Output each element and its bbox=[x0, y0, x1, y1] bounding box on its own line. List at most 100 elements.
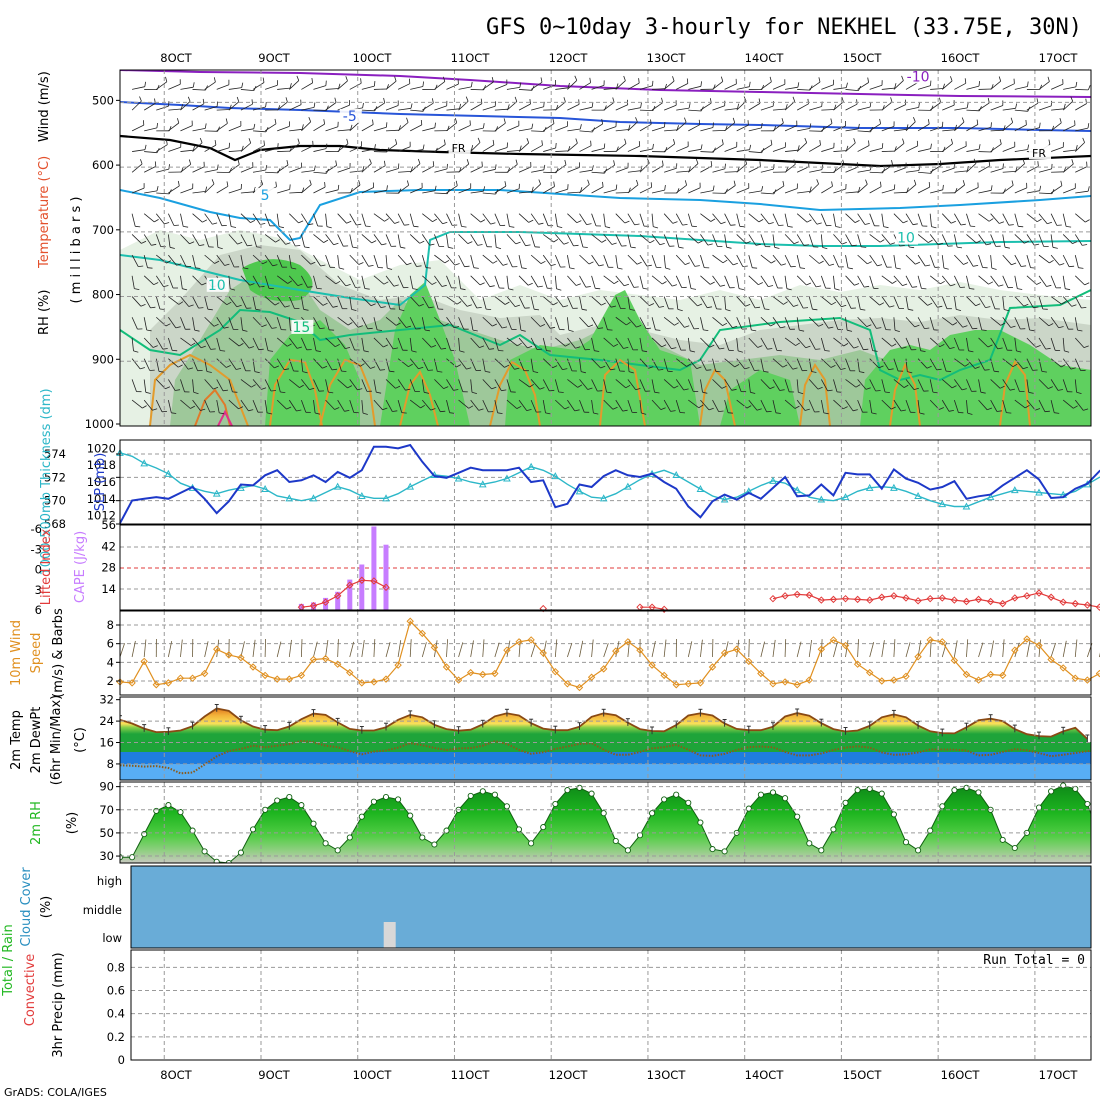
y-tick-label: 50 bbox=[99, 826, 114, 840]
wind-barb bbox=[216, 213, 223, 226]
wind-barb bbox=[1050, 275, 1057, 289]
wind-barb bbox=[385, 296, 391, 309]
wind-barb bbox=[724, 171, 738, 173]
wind-barb bbox=[180, 317, 186, 330]
wind-barb-10m bbox=[567, 642, 573, 658]
wind-barb bbox=[168, 254, 177, 266]
rh-marker bbox=[769, 789, 777, 796]
thickness-marker bbox=[624, 482, 632, 490]
bottom-x-tick: 8OCT bbox=[160, 1068, 192, 1082]
wind10m-axis-label: 10m Wind bbox=[9, 620, 24, 686]
wind-barb bbox=[325, 254, 331, 268]
wind-barb bbox=[397, 379, 406, 391]
wind-barb bbox=[421, 358, 429, 371]
wind-barb bbox=[627, 234, 632, 248]
wind-barb bbox=[518, 142, 529, 152]
lifted-index-markers bbox=[297, 576, 1100, 613]
wind-speed-marker bbox=[853, 660, 862, 668]
wind-barb bbox=[627, 316, 637, 328]
wind-speed-marker bbox=[515, 638, 523, 646]
wind-barb bbox=[567, 379, 578, 388]
rh-marker bbox=[443, 827, 450, 834]
wind-barb bbox=[422, 127, 435, 132]
bottom-x-tick: 9OCT bbox=[258, 1068, 290, 1082]
wind-speed-marker bbox=[708, 663, 717, 671]
wind-barb bbox=[905, 316, 915, 328]
wind-barb bbox=[700, 275, 711, 285]
wind-barb bbox=[845, 317, 848, 331]
wind-barb bbox=[796, 317, 800, 331]
wind-barb bbox=[639, 123, 652, 132]
wind-barb bbox=[252, 169, 266, 173]
temp-axis-unit: (°C) bbox=[73, 727, 88, 753]
rh-marker bbox=[479, 788, 486, 795]
wind-barb bbox=[494, 213, 501, 226]
wind-barb bbox=[1026, 213, 1038, 223]
rh-marker bbox=[685, 799, 692, 806]
rh-marker bbox=[830, 826, 837, 833]
wind-barb bbox=[301, 170, 315, 173]
wind-barb bbox=[337, 379, 348, 389]
wind-barb bbox=[953, 337, 960, 351]
wind-barb bbox=[349, 379, 358, 391]
wind-barb bbox=[1026, 255, 1031, 268]
wind-barb bbox=[446, 213, 453, 226]
precip-total-label: Total / Rain bbox=[1, 924, 16, 997]
wind-barb bbox=[833, 254, 840, 268]
wind-barb bbox=[639, 254, 648, 267]
wind-barb bbox=[313, 337, 317, 351]
wind-speed-marker bbox=[200, 669, 209, 678]
y-tick-label: 1016 bbox=[87, 475, 116, 489]
wind-barb bbox=[627, 170, 641, 173]
wind-barb-10m bbox=[905, 642, 911, 658]
wind-barb bbox=[639, 213, 645, 227]
wind-barb bbox=[1038, 337, 1047, 350]
wind-barb bbox=[676, 170, 690, 173]
wind-barb bbox=[591, 148, 605, 152]
cloud-level-labels: high middle low bbox=[83, 874, 122, 945]
wind-barb bbox=[1002, 146, 1015, 152]
wind-barb bbox=[156, 81, 168, 90]
y-tick-label: 1018 bbox=[87, 458, 116, 472]
wind-barb bbox=[300, 234, 305, 248]
wind-barb bbox=[603, 189, 617, 194]
wind-barb-10m bbox=[252, 639, 256, 658]
y-tick-label: 30 bbox=[99, 849, 114, 863]
wind-barb bbox=[204, 254, 215, 264]
li-marker bbox=[382, 583, 390, 592]
wind-barb-10m bbox=[990, 640, 994, 658]
wind-barb bbox=[1038, 316, 1050, 327]
wind-barb bbox=[325, 296, 334, 308]
wind-barb bbox=[143, 255, 148, 268]
wind-barb bbox=[228, 337, 240, 347]
wind-barb bbox=[929, 213, 932, 227]
wind-barb bbox=[760, 254, 772, 264]
rh-marker bbox=[745, 805, 752, 812]
wind-barb bbox=[954, 379, 963, 391]
wind-barb bbox=[180, 101, 191, 111]
wind-barb bbox=[361, 85, 375, 90]
wind-barb bbox=[554, 296, 564, 308]
wind-barb bbox=[143, 379, 147, 393]
wind-barb bbox=[893, 167, 907, 173]
upper-axis-label-wind: Wind (m/s) bbox=[37, 71, 52, 142]
wind-barb bbox=[1014, 109, 1028, 112]
wind-barb bbox=[543, 186, 555, 194]
wind-barb bbox=[276, 358, 285, 370]
wind-barb bbox=[240, 275, 251, 286]
li-marker bbox=[1095, 603, 1100, 611]
wind-barb bbox=[554, 317, 560, 330]
wind-barb bbox=[228, 101, 240, 111]
wind-barb bbox=[349, 213, 357, 226]
wind-barb bbox=[167, 400, 172, 413]
wind-barb-10m bbox=[1062, 640, 1067, 658]
wind-barb bbox=[893, 191, 907, 194]
wind-barb bbox=[397, 337, 403, 351]
wind-barb bbox=[760, 168, 774, 173]
wind-speed-marker bbox=[551, 667, 560, 676]
wind-barb bbox=[917, 148, 931, 152]
wind-speed-marker bbox=[745, 657, 753, 666]
wind10m-axis-label-2: Speed bbox=[29, 633, 44, 674]
